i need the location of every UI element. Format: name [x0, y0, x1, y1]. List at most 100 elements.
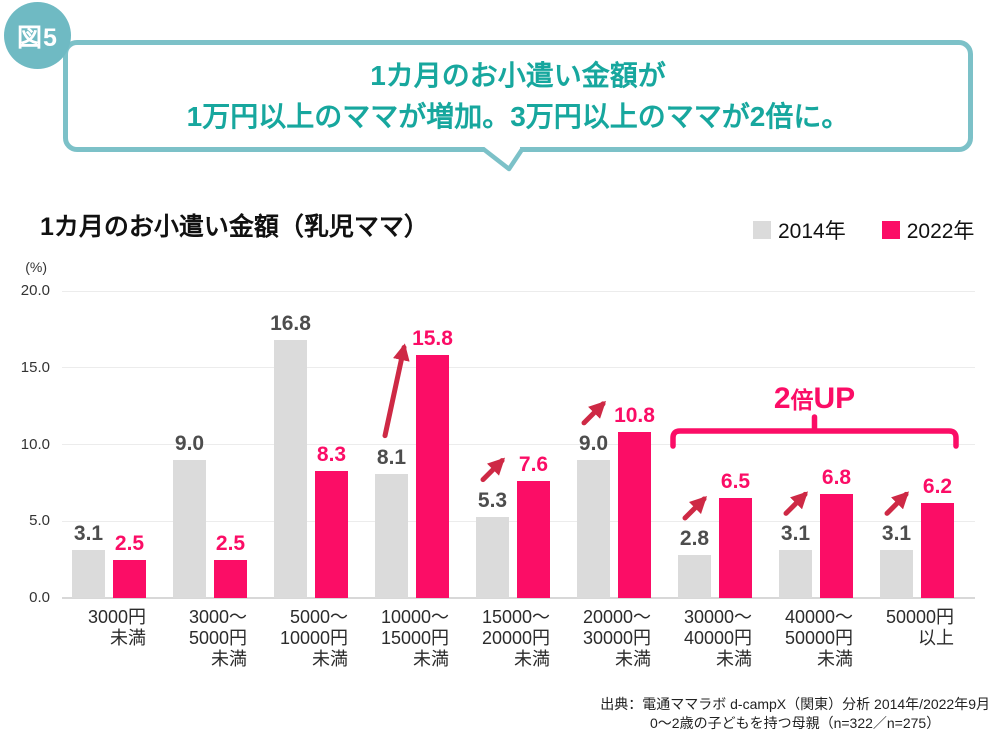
value-label-2014-6: 2.8 — [679, 527, 710, 551]
bar-2014-5 — [577, 459, 610, 598]
x-axis-label-line: 5000円 — [188, 628, 247, 648]
headline-bubble: 1カ月のお小遣い金額が 1万円以上のママが増加。3万円以上のママが2倍に。 — [63, 40, 973, 152]
y-axis-tick-label: 10.0 — [20, 435, 50, 453]
increase-arrow-icon — [783, 491, 809, 516]
x-axis-label-line: 50000円 — [784, 628, 853, 648]
x-axis-label-line: 15000～ — [481, 607, 550, 627]
value-label-2022-4: 7.6 — [518, 453, 549, 477]
x-axis-category-label: 40000～ 50000円 未満 — [733, 607, 853, 670]
bar-2014-3 — [375, 473, 408, 598]
x-axis-label-line: 20000～ — [582, 607, 651, 627]
x-axis-label-line: 30000～ — [683, 607, 752, 627]
headline-line2: 1万円以上のママが増加。3万円以上のママが2倍に。 — [186, 101, 850, 132]
increase-arrow-icon — [382, 343, 410, 439]
bar-2022-7 — [820, 493, 853, 598]
double-up-label-char: 倍 — [790, 387, 814, 413]
value-label-2014-8: 3.1 — [881, 522, 912, 546]
x-axis-label-line: 未満 — [514, 649, 550, 669]
x-axis-category-label: 20000～ 30000円 未満 — [531, 607, 651, 670]
bar-2014-6 — [678, 555, 711, 598]
gridline — [62, 597, 975, 599]
bar-2014-7 — [779, 550, 812, 598]
x-axis-category-label: 3000円 未満 — [26, 607, 146, 649]
x-axis-label-line: 未満 — [716, 649, 752, 669]
x-axis-label-line: 30000円 — [582, 628, 651, 648]
bar-2014-8 — [880, 550, 913, 598]
bar-2014-1 — [173, 459, 206, 598]
x-axis-category-label: 10000～ 15000円 未満 — [329, 607, 449, 670]
y-axis-tick-label: 5.0 — [29, 512, 50, 530]
x-axis-label-line: 未満 — [615, 649, 651, 669]
y-axis-tick-label: 20.0 — [20, 282, 50, 299]
x-axis-label-line: 未満 — [211, 649, 247, 669]
source-line2: 0～2歳の子どもを持つ母親（n=322／n=275） — [650, 715, 941, 731]
increase-arrow-icon — [682, 496, 708, 521]
value-label-2014-5: 9.0 — [578, 431, 609, 455]
bar-2022-8 — [921, 502, 954, 598]
value-label-2022-7: 6.8 — [821, 465, 852, 489]
value-label-2022-8: 6.2 — [922, 474, 953, 498]
value-label-2014-2: 16.8 — [270, 312, 311, 336]
x-axis-label-line: 以上 — [918, 628, 954, 648]
x-axis-label-line: 5000～ — [289, 607, 348, 627]
x-axis-label-line: 未満 — [817, 649, 853, 669]
x-axis-category-label: 5000～ 10000円 未満 — [228, 607, 348, 670]
x-axis-label-line: 未満 — [110, 628, 146, 648]
x-axis-category-label: 15000～ 20000円 未満 — [430, 607, 550, 670]
legend-item-2014: 2014年 — [753, 215, 846, 245]
bar-2014-4 — [476, 516, 509, 598]
bar-2022-0 — [113, 559, 146, 598]
gridline — [62, 290, 975, 292]
double-up-label-char: U — [813, 382, 836, 415]
source-note: 出典：電通ママラボ d-campX（関東）分析 2014年/2022年9月 0～… — [600, 695, 990, 733]
chart-title: 1カ月のお小遣い金額（乳児ママ） — [40, 213, 429, 241]
x-axis-label-line: 3000円 — [87, 607, 146, 627]
speech-bubble-tail-icon — [480, 147, 525, 172]
value-label-2022-2: 8.3 — [316, 442, 347, 466]
x-axis-label-line: 40000～ — [784, 607, 853, 627]
legend-label-2014: 2014年 — [778, 220, 846, 243]
gridline — [62, 444, 975, 445]
figure-number-badge: 図5 — [4, 2, 71, 69]
bar-2014-2 — [274, 340, 307, 598]
x-axis-category-label: 3000～ 5000円 未満 — [127, 607, 247, 670]
double-up-label-char: P — [835, 382, 856, 415]
bar-2022-2 — [315, 470, 348, 598]
bar-2022-3 — [416, 355, 449, 598]
value-label-2022-1: 2.5 — [215, 531, 246, 555]
y-axis-tick-label: 0.0 — [29, 589, 50, 606]
double-up-bracket — [670, 414, 959, 449]
x-axis-label-line: 10000円 — [279, 628, 348, 648]
legend-item-2022: 2022年 — [881, 215, 975, 245]
value-label-2014-1: 9.0 — [174, 431, 205, 455]
legend-label-2022: 2022年 — [906, 220, 975, 243]
value-label-2022-6: 6.5 — [720, 470, 751, 494]
x-axis-category-label: 50000円 以上 — [834, 607, 954, 649]
x-axis-label-line: 未満 — [312, 649, 348, 669]
y-axis-tick-label: 15.0 — [20, 358, 50, 376]
bar-2022-6 — [719, 498, 752, 598]
y-axis-unit-label: (%) — [25, 259, 47, 275]
double-up-label: 2倍UP — [705, 384, 925, 415]
value-label-2022-5: 10.8 — [614, 404, 655, 428]
source-line1: 出典：電通ママラボ d-campX（関東）分析 2014年/2022年9月 — [600, 696, 990, 712]
double-up-label-char: 2 — [773, 382, 791, 415]
legend: 2014年 2022年 — [753, 215, 974, 245]
value-label-2022-3: 15.8 — [412, 327, 453, 351]
value-label-2014-4: 5.3 — [477, 488, 508, 512]
x-axis-label-line: 40000円 — [683, 628, 752, 648]
value-label-2022-0: 2.5 — [114, 531, 145, 555]
legend-swatch-2022-icon — [881, 221, 900, 239]
gridline — [62, 367, 975, 369]
bar-2022-4 — [517, 481, 550, 598]
x-axis-label-line: 50000円 — [885, 607, 954, 627]
x-axis-label-line: 3000～ — [188, 607, 247, 627]
legend-swatch-2014-icon — [753, 221, 771, 239]
x-axis-label-line: 15000円 — [380, 628, 449, 648]
x-axis-label-line: 10000～ — [380, 607, 449, 627]
bar-2022-5 — [618, 432, 651, 598]
value-label-2014-0: 3.1 — [73, 522, 104, 546]
bar-2022-1 — [214, 559, 247, 598]
headline-line1: 1カ月のお小遣い金額が — [370, 60, 666, 91]
